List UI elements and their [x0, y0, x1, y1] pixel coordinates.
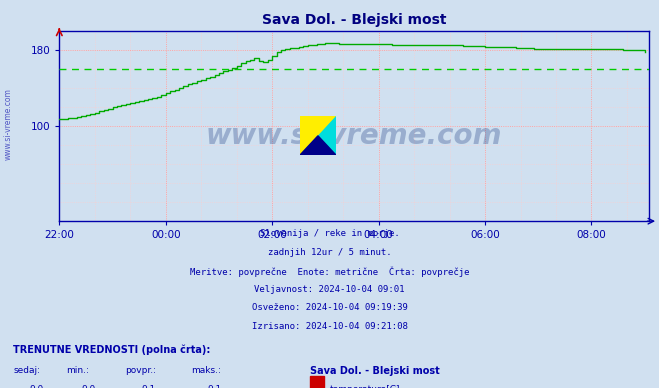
Text: povpr.:: povpr.: [125, 366, 156, 375]
Text: Osveženo: 2024-10-04 09:19:39: Osveženo: 2024-10-04 09:19:39 [252, 303, 407, 312]
Text: maks.:: maks.: [191, 366, 221, 375]
Text: zadnjih 12ur / 5 minut.: zadnjih 12ur / 5 minut. [268, 248, 391, 256]
Polygon shape [300, 116, 336, 155]
Text: 9,1: 9,1 [141, 385, 156, 388]
Text: TRENUTNE VREDNOSTI (polna črta):: TRENUTNE VREDNOSTI (polna črta): [13, 345, 211, 355]
Text: www.si-vreme.com: www.si-vreme.com [206, 121, 502, 150]
Text: temperatura[C]: temperatura[C] [330, 385, 400, 388]
Text: Sava Dol. - Blejski most: Sava Dol. - Blejski most [310, 366, 440, 376]
Text: Veljavnost: 2024-10-04 09:01: Veljavnost: 2024-10-04 09:01 [254, 285, 405, 294]
Text: 9,0: 9,0 [82, 385, 96, 388]
Title: Sava Dol. - Blejski most: Sava Dol. - Blejski most [262, 13, 446, 27]
Text: min.:: min.: [66, 366, 89, 375]
Polygon shape [300, 136, 336, 155]
Text: sedaj:: sedaj: [13, 366, 40, 375]
Text: 9,0: 9,0 [29, 385, 43, 388]
Text: www.si-vreme.com: www.si-vreme.com [3, 88, 13, 160]
Text: Slovenija / reke in morje.: Slovenija / reke in morje. [260, 229, 399, 238]
Polygon shape [300, 116, 336, 155]
Text: Meritve: povprečne  Enote: metrične  Črta: povprečje: Meritve: povprečne Enote: metrične Črta:… [190, 266, 469, 277]
Text: 9,1: 9,1 [207, 385, 221, 388]
Text: Izrisano: 2024-10-04 09:21:08: Izrisano: 2024-10-04 09:21:08 [252, 322, 407, 331]
